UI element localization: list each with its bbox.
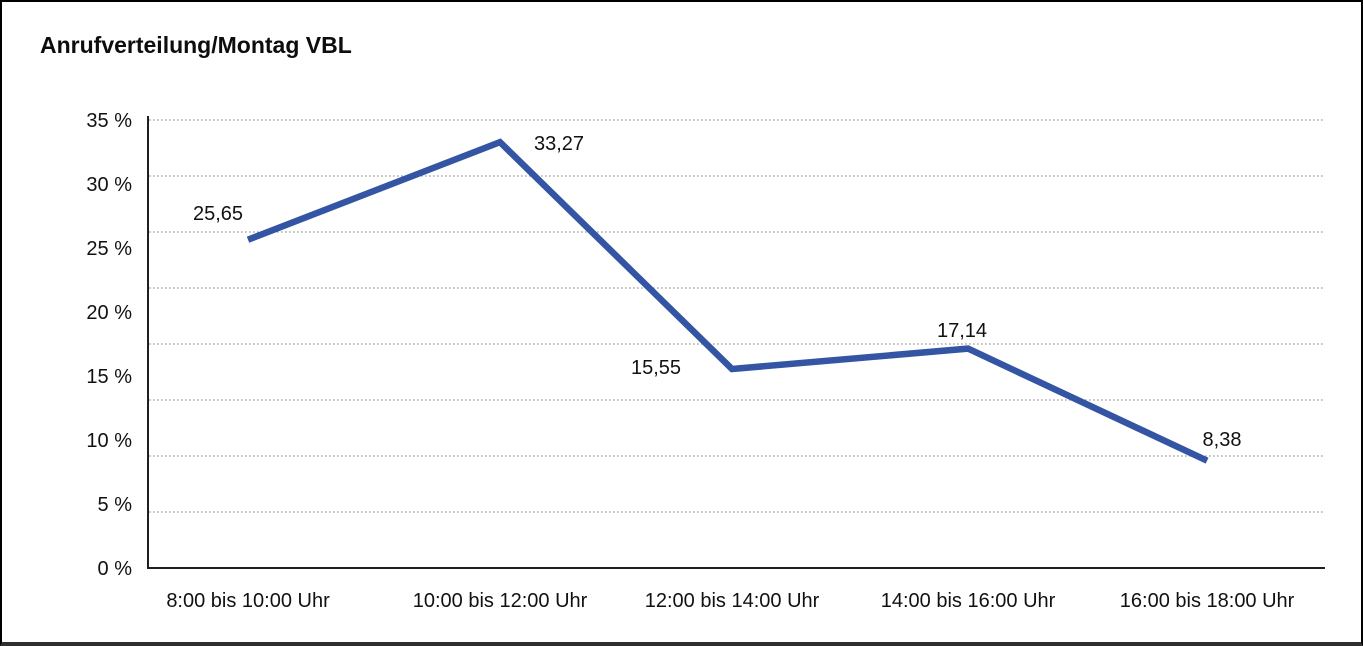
- data-point-label: 8,38: [1203, 429, 1242, 451]
- data-point-label: 25,65: [193, 203, 243, 225]
- x-category-label: 10:00 bis 12:00 Uhr: [413, 590, 588, 612]
- data-point-label: 17,14: [937, 320, 987, 342]
- y-tick-label: 35 %: [86, 110, 132, 132]
- data-point-label: 15,55: [631, 357, 681, 379]
- y-tick-label: 0 %: [98, 558, 133, 580]
- x-category-label: 16:00 bis 18:00 Uhr: [1120, 590, 1295, 612]
- x-category-label: 14:00 bis 16:00 Uhr: [881, 590, 1056, 612]
- y-tick-label: 10 %: [86, 430, 132, 452]
- chart-title: Anrufverteilung/Montag VBL: [40, 32, 352, 58]
- x-category-label: 12:00 bis 14:00 Uhr: [645, 590, 820, 612]
- y-tick-label: 20 %: [86, 302, 132, 324]
- y-tick-label: 30 %: [86, 174, 132, 196]
- x-category-label: 8:00 bis 10:00 Uhr: [166, 590, 330, 612]
- y-tick-label: 25 %: [86, 238, 132, 260]
- y-tick-label: 5 %: [98, 494, 133, 516]
- data-line: [246, 138, 1209, 464]
- y-tick-label: 15 %: [86, 366, 132, 388]
- data-point-label: 33,27: [534, 133, 584, 155]
